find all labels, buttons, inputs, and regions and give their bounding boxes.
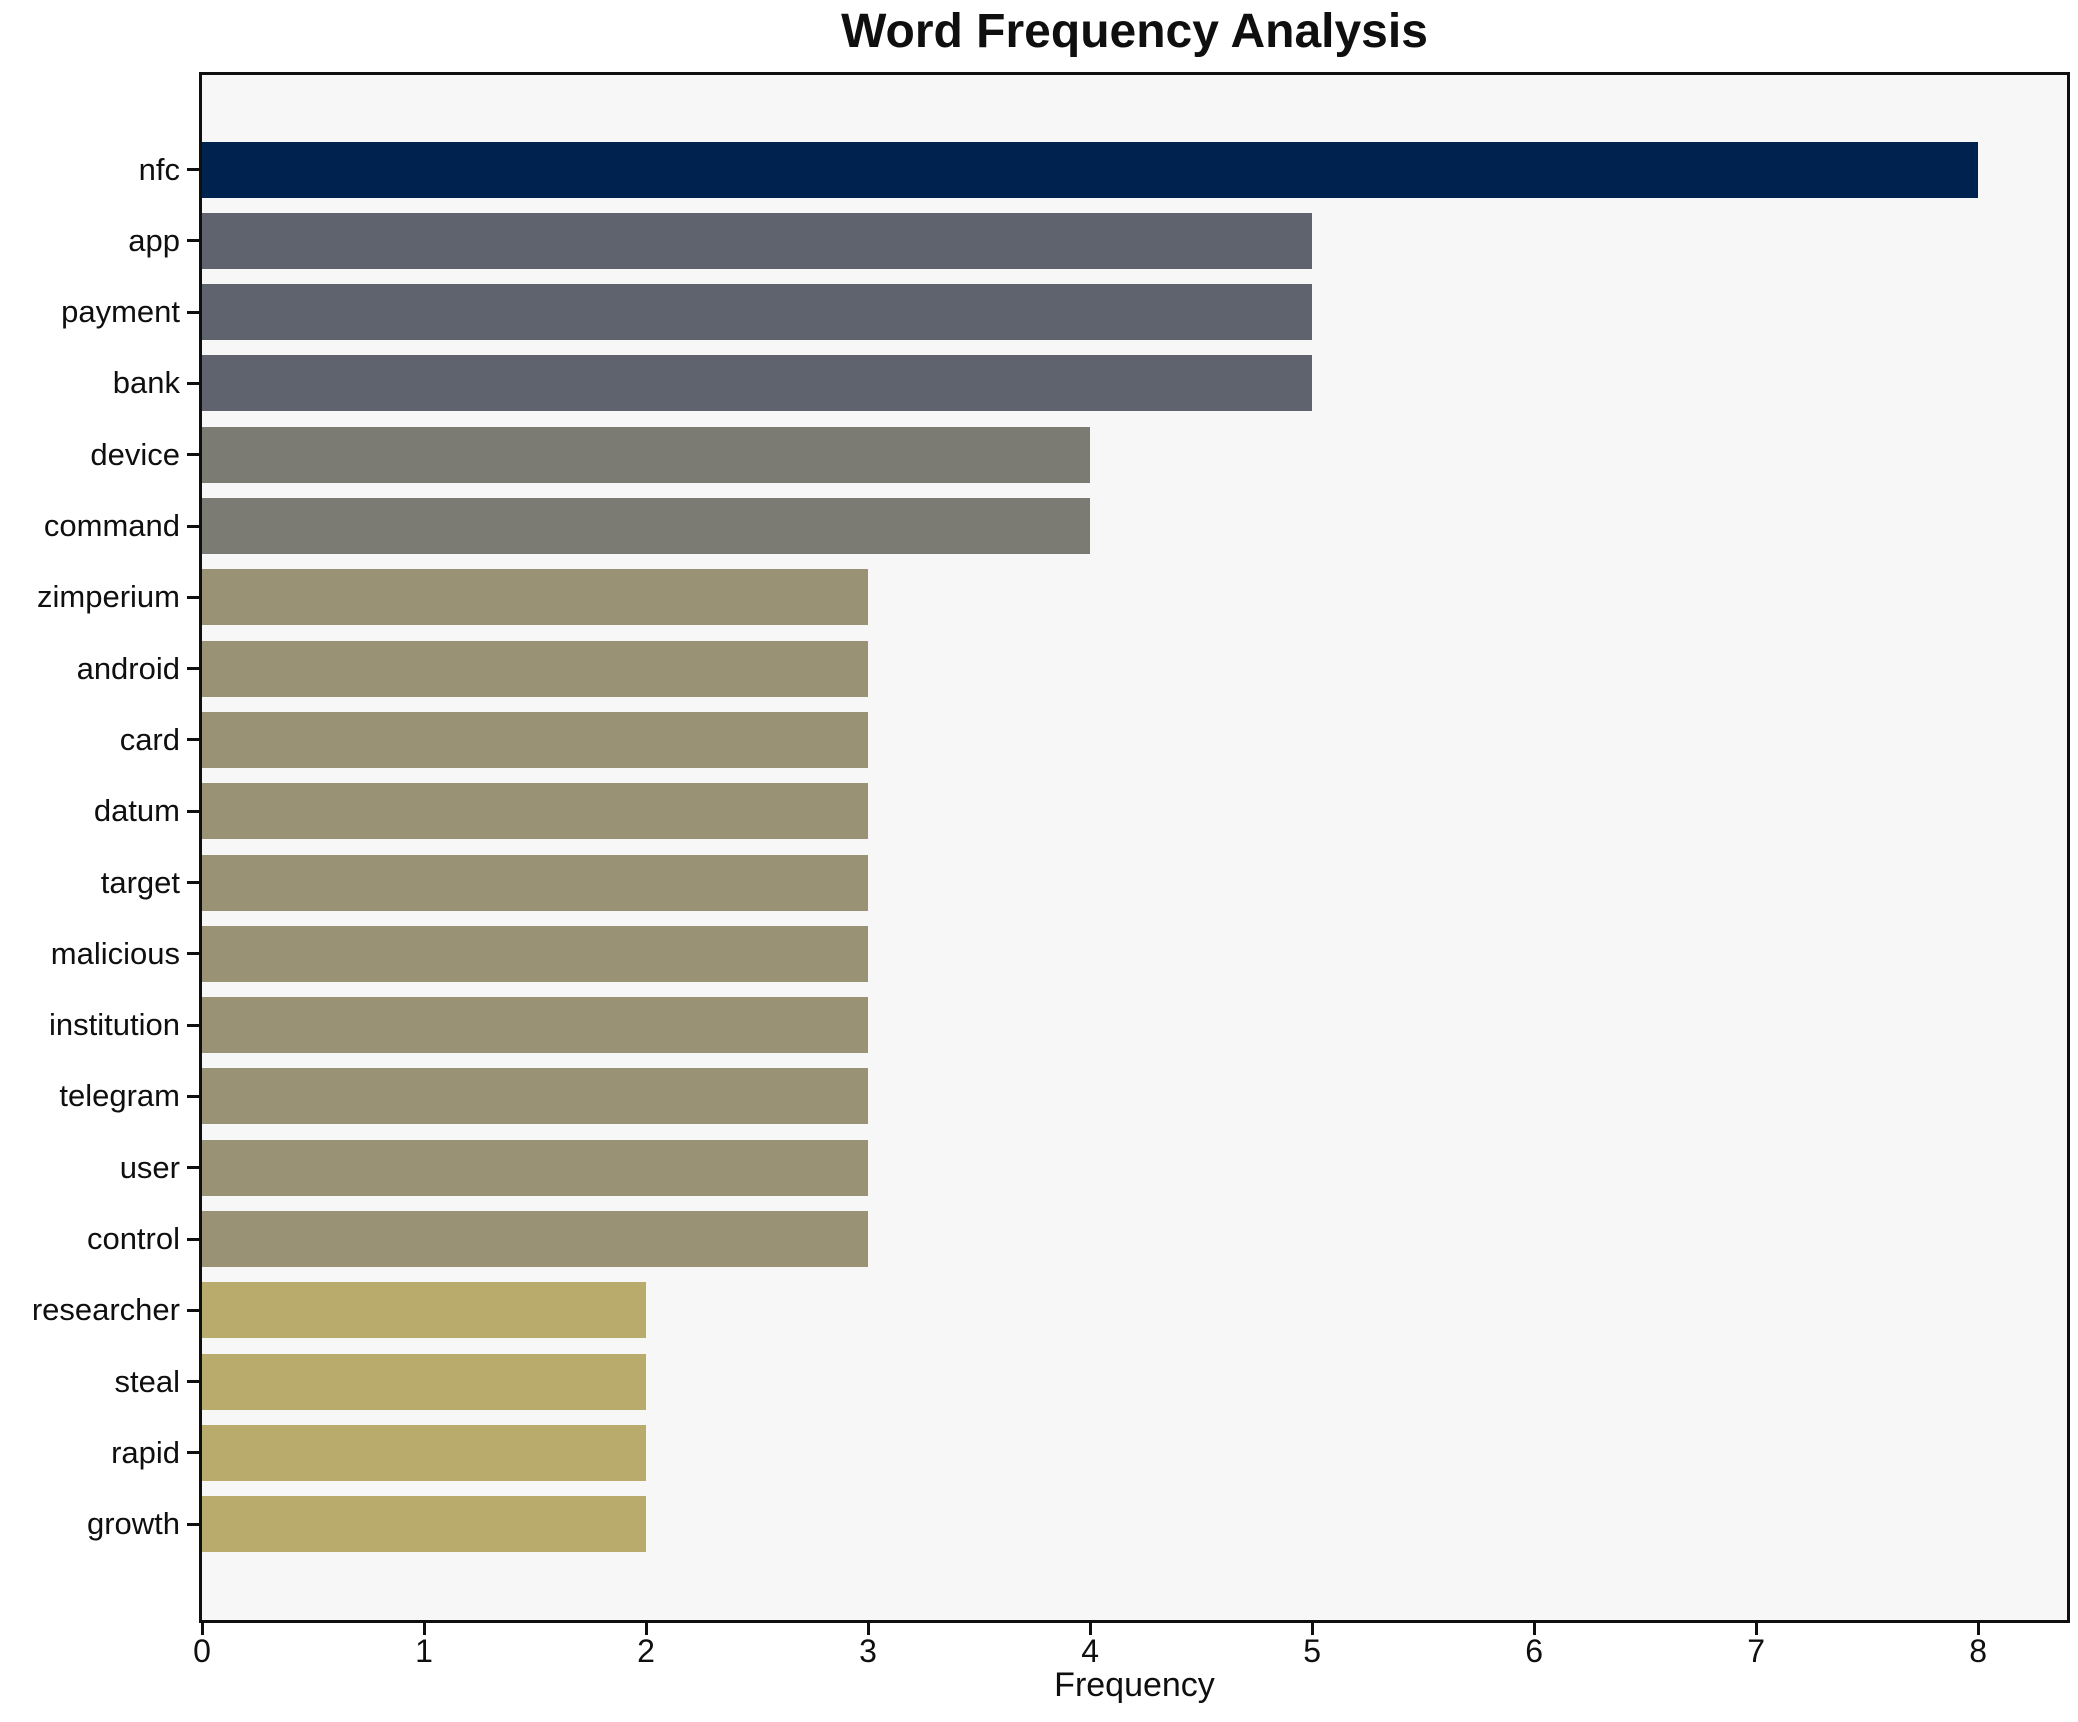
- y-tick-mark: [187, 1094, 199, 1098]
- y-tick-mark: [187, 453, 199, 457]
- y-tick-label-institution: institution: [49, 1007, 180, 1043]
- y-tick-mark: [187, 881, 199, 884]
- x-tick-label-0: 0: [193, 1633, 211, 1669]
- y-tick-label-nfc: nfc: [138, 151, 180, 187]
- y-tick-mark: [187, 168, 199, 171]
- chart-title: Word Frequency Analysis: [841, 5, 1428, 58]
- bar-rapid: [202, 1424, 647, 1481]
- bar-researcher: [202, 1282, 647, 1339]
- y-tick-label-steal: steal: [114, 1363, 180, 1399]
- bar-bank: [202, 355, 1313, 412]
- y-tick-mark: [187, 952, 199, 956]
- y-tick-mark: [187, 1522, 199, 1526]
- x-tick-mark: [1088, 1623, 1092, 1635]
- y-tick-mark: [187, 381, 199, 385]
- y-tick-label-rapid: rapid: [111, 1434, 180, 1470]
- x-tick-mark: [200, 1623, 204, 1635]
- y-tick-label-android: android: [76, 650, 180, 686]
- y-tick-mark: [187, 1451, 199, 1455]
- x-tick-label-3: 3: [859, 1633, 877, 1669]
- y-tick-label-datum: datum: [93, 793, 180, 829]
- bar-user: [202, 1139, 869, 1196]
- bar-steal: [202, 1353, 647, 1410]
- y-tick-mark: [187, 524, 199, 528]
- x-axis-label: Frequency: [1054, 1666, 1215, 1704]
- bar-nfc: [202, 141, 1979, 198]
- x-tick-label-4: 4: [1081, 1633, 1099, 1669]
- bar-target: [202, 854, 869, 911]
- x-tick-mark: [1310, 1623, 1314, 1635]
- bar-datum: [202, 783, 869, 840]
- bar-institution: [202, 997, 869, 1054]
- x-tick-mark: [422, 1623, 426, 1635]
- bar-command: [202, 498, 1091, 554]
- bar-growth: [202, 1496, 647, 1553]
- y-tick-mark: [187, 1380, 199, 1384]
- bar-payment: [202, 284, 1313, 341]
- y-tick-label-telegram: telegram: [59, 1078, 180, 1114]
- x-tick-mark: [1976, 1623, 1980, 1635]
- bar-malicious: [202, 925, 869, 982]
- x-tick-mark: [1532, 1623, 1536, 1635]
- x-tick-label-1: 1: [415, 1633, 433, 1669]
- bar-telegram: [202, 1068, 869, 1125]
- y-tick-mark: [187, 1237, 199, 1241]
- y-tick-mark: [187, 809, 199, 813]
- plot-area: [199, 72, 2070, 1623]
- bar-device: [202, 426, 1091, 483]
- x-tick-mark: [1754, 1623, 1758, 1635]
- x-tick-mark: [866, 1623, 870, 1635]
- y-tick-mark: [187, 310, 199, 314]
- y-tick-label-growth: growth: [86, 1506, 180, 1542]
- y-tick-mark: [187, 1023, 199, 1027]
- y-tick-label-command: command: [43, 508, 180, 543]
- y-tick-label-target: target: [100, 864, 180, 900]
- y-tick-label-malicious: malicious: [50, 935, 180, 971]
- y-tick-label-card: card: [119, 721, 180, 757]
- y-tick-label-user: user: [119, 1149, 180, 1185]
- bar-zimperium: [202, 569, 869, 626]
- y-tick-label-zimperium: zimperium: [37, 579, 180, 615]
- y-tick-label-control: control: [86, 1221, 180, 1256]
- bar-android: [202, 640, 869, 697]
- y-tick-mark: [187, 1166, 199, 1170]
- y-tick-mark: [187, 1308, 199, 1312]
- bar-control: [202, 1211, 869, 1267]
- x-tick-label-2: 2: [637, 1633, 655, 1669]
- bar-app: [202, 212, 1313, 269]
- x-tick-label-7: 7: [1747, 1633, 1766, 1669]
- bar-card: [202, 711, 869, 768]
- y-tick-mark: [187, 667, 199, 671]
- y-tick-label-device: device: [90, 436, 180, 472]
- y-tick-label-app: app: [128, 222, 180, 258]
- y-tick-mark: [187, 239, 199, 243]
- x-tick-label-5: 5: [1303, 1633, 1321, 1669]
- x-tick-label-6: 6: [1525, 1633, 1544, 1669]
- y-tick-mark: [187, 595, 199, 599]
- y-tick-label-payment: payment: [61, 294, 180, 330]
- x-tick-mark: [644, 1623, 648, 1635]
- y-tick-label-researcher: researcher: [31, 1292, 180, 1328]
- y-tick-label-bank: bank: [112, 365, 180, 401]
- y-tick-mark: [187, 738, 199, 742]
- x-tick-label-8: 8: [1969, 1633, 1988, 1669]
